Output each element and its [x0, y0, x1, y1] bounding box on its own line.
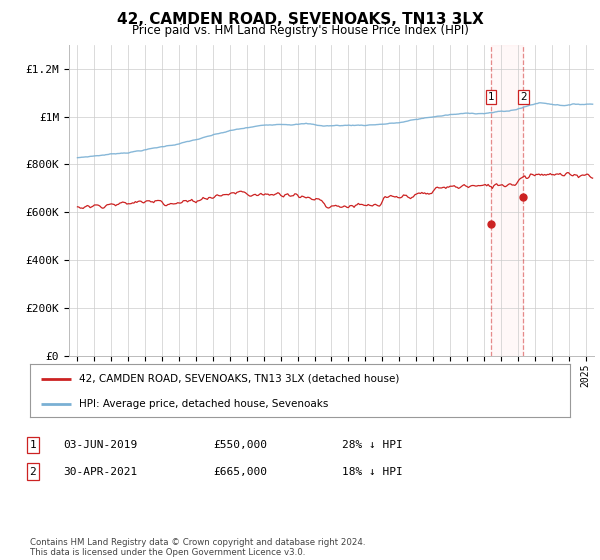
Text: 28% ↓ HPI: 28% ↓ HPI	[342, 440, 403, 450]
Text: 2: 2	[520, 92, 527, 102]
Text: 30-APR-2021: 30-APR-2021	[63, 466, 137, 477]
Bar	[491, 45, 523, 356]
Text: 03-JUN-2019: 03-JUN-2019	[63, 440, 137, 450]
Text: £550,000: £550,000	[213, 440, 267, 450]
Text: 18% ↓ HPI: 18% ↓ HPI	[342, 466, 403, 477]
Text: £665,000: £665,000	[213, 466, 267, 477]
Text: 42, CAMDEN ROAD, SEVENOAKS, TN13 3LX: 42, CAMDEN ROAD, SEVENOAKS, TN13 3LX	[116, 12, 484, 27]
Text: 42, CAMDEN ROAD, SEVENOAKS, TN13 3LX (detached house): 42, CAMDEN ROAD, SEVENOAKS, TN13 3LX (de…	[79, 374, 399, 384]
Text: 2: 2	[29, 466, 37, 477]
Text: 1: 1	[29, 440, 37, 450]
Text: HPI: Average price, detached house, Sevenoaks: HPI: Average price, detached house, Seve…	[79, 399, 328, 409]
Text: 1: 1	[488, 92, 494, 102]
Text: Contains HM Land Registry data © Crown copyright and database right 2024.
This d: Contains HM Land Registry data © Crown c…	[30, 538, 365, 557]
Text: Price paid vs. HM Land Registry's House Price Index (HPI): Price paid vs. HM Land Registry's House …	[131, 24, 469, 37]
